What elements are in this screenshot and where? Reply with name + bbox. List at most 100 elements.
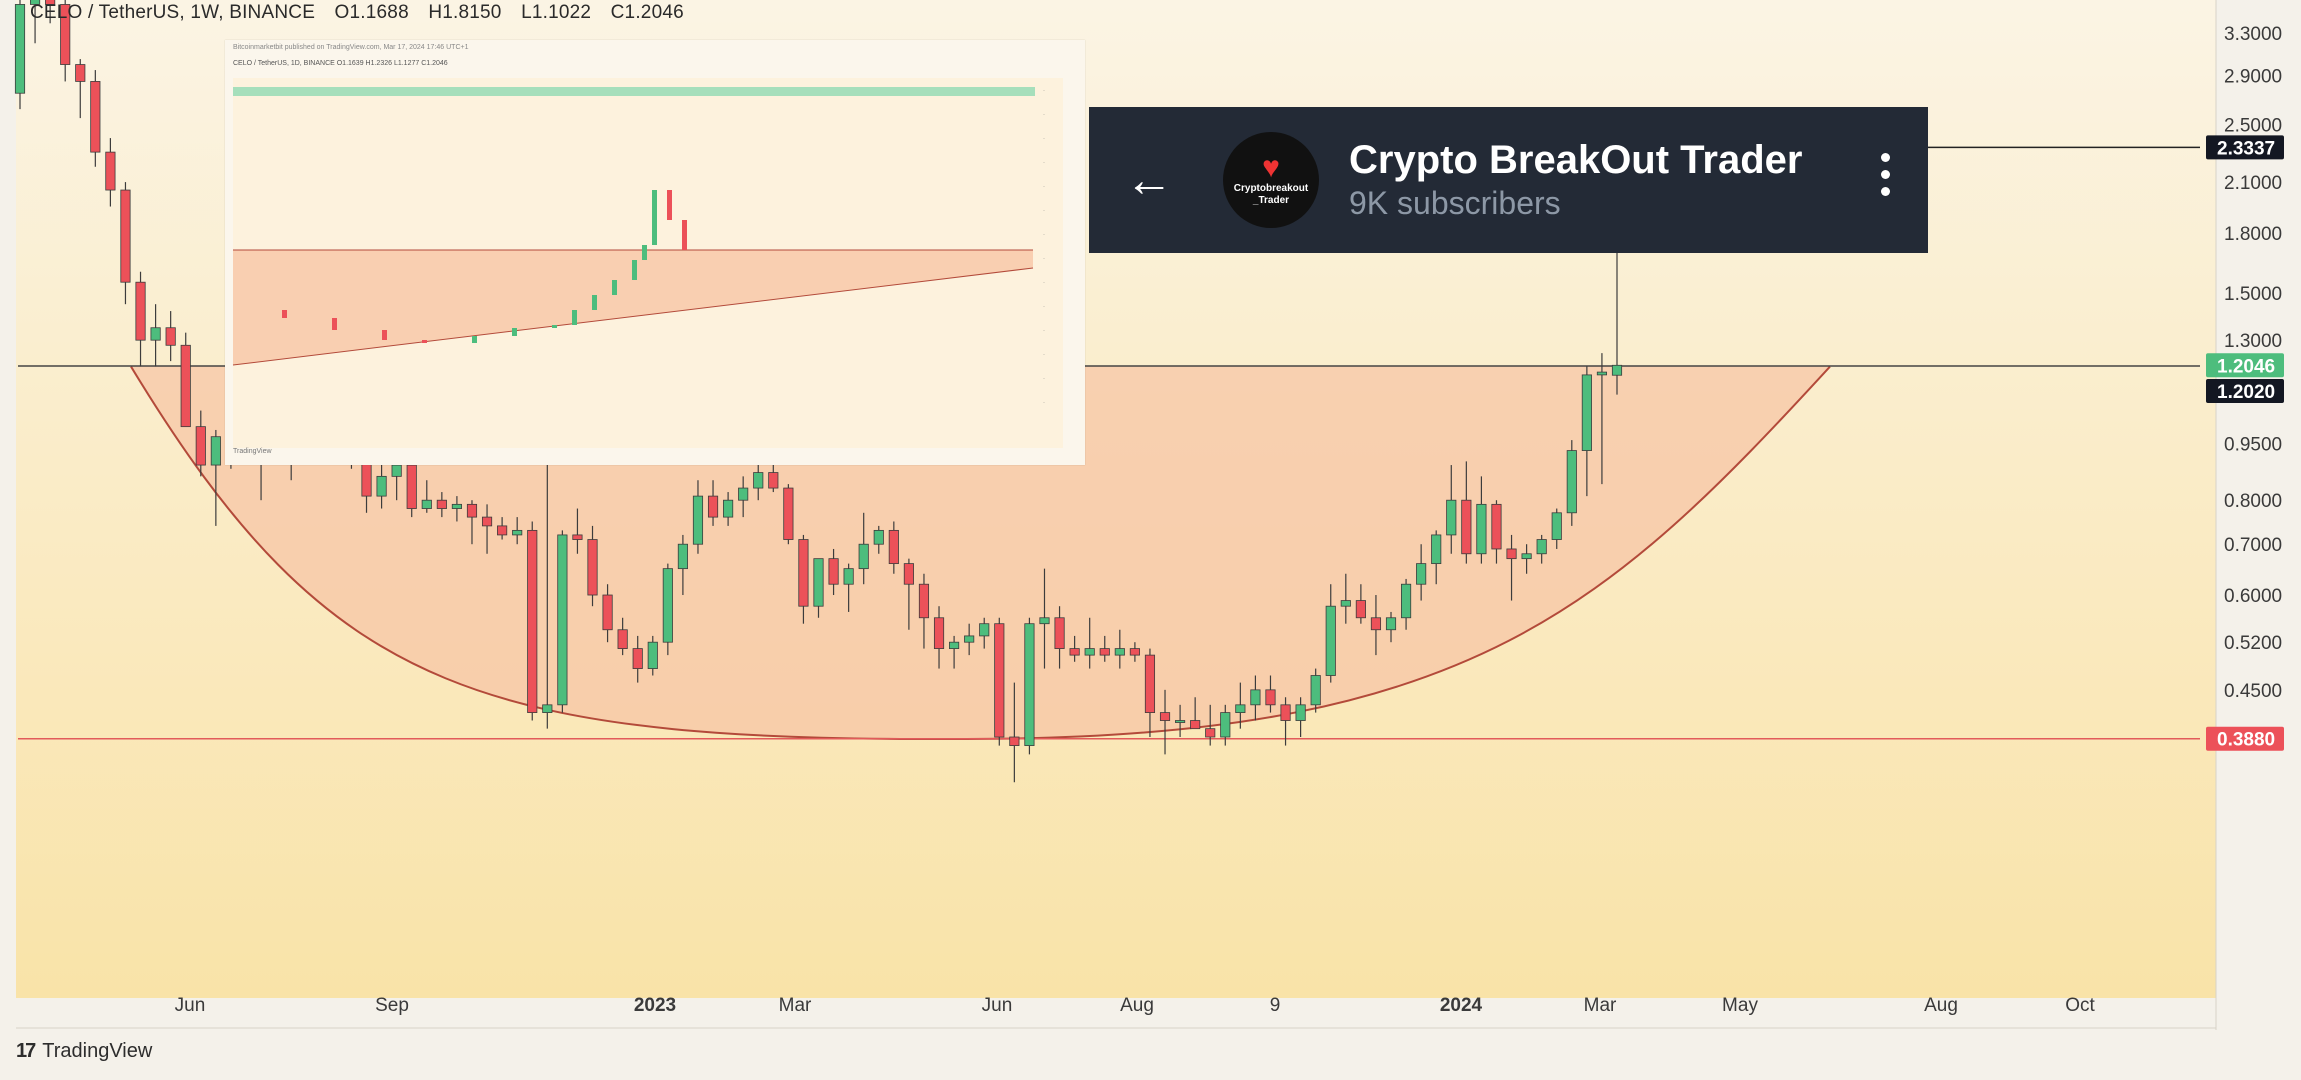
candle-body	[481, 516, 493, 527]
inset-y-tick: ·	[1043, 184, 1045, 190]
candle-body	[210, 436, 221, 466]
candle-body	[617, 629, 628, 649]
candle-body	[29, 0, 41, 5]
inset-candle	[652, 190, 657, 245]
candle-body	[135, 281, 146, 341]
inset-screenshot: · · · · · · · · · · · · · · Bitcoinmarketbit publishe…	[225, 40, 1085, 465]
candle-body	[557, 534, 568, 706]
candle-body	[421, 499, 432, 509]
inset-chart: · · · · · · · · · · · · · ·	[232, 78, 1063, 448]
candle-body	[1431, 534, 1442, 565]
inset-trendline	[232, 267, 1034, 366]
low-value: L1.1022	[521, 2, 592, 23]
candle-body	[180, 344, 191, 428]
candle-body	[768, 472, 779, 489]
x-tick-label: May	[1722, 995, 1758, 1016]
price-badge-bg	[2206, 726, 2284, 751]
candle-body	[60, 4, 71, 65]
candle-body	[602, 594, 613, 631]
subscriber-count: 9K subscribers	[1349, 185, 1561, 221]
candle-body	[451, 503, 462, 509]
tradingview-footer: 17 TradingView	[16, 1040, 152, 1063]
inset-y-tick: ·	[1043, 136, 1045, 142]
inset-resistance-zone	[233, 87, 1035, 96]
candle-body	[1355, 600, 1366, 619]
vertical-dots-icon[interactable]	[1881, 153, 1890, 196]
price-badge-bg	[2206, 353, 2284, 378]
candle-body	[994, 623, 1005, 738]
candle-body	[1235, 704, 1246, 713]
candle-body	[406, 464, 417, 509]
candle-body	[903, 563, 914, 585]
candle-body	[1385, 617, 1397, 631]
back-button[interactable]: ←	[1103, 153, 1195, 208]
inset-y-tick: ·	[1043, 352, 1045, 358]
y-tick-label: 3.3000	[2224, 24, 2282, 45]
inset-y-tick: ·	[1043, 376, 1045, 382]
inset-y-tick: ·	[1043, 160, 1045, 166]
channel-avatar[interactable]: ♥ Cryptobreakout _Trader	[1223, 132, 1319, 228]
candle-body	[1461, 499, 1472, 555]
inset-triangle-fill	[233, 250, 1033, 365]
channel-info[interactable]: Crypto BreakOut Trader 9K subscribers	[1349, 138, 1802, 222]
candle-body	[587, 539, 598, 596]
inset-candle	[512, 328, 517, 336]
price-badge-label: 2.3337	[2217, 138, 2275, 159]
x-tick-label: 2024	[1440, 995, 1483, 1016]
candle-body	[1039, 617, 1050, 625]
candle-body	[45, 0, 56, 5]
inset-candle	[642, 245, 647, 260]
candle-body	[753, 472, 764, 489]
inset-y-tick: ·	[1043, 112, 1045, 118]
candle-body	[798, 539, 809, 607]
candle-body	[1205, 728, 1216, 738]
x-tick-label: Jun	[982, 995, 1013, 1016]
inset-y-tick: ·	[1043, 280, 1045, 286]
candle-body	[873, 529, 884, 545]
candle-body	[647, 641, 658, 669]
price-badge-label: 0.3880	[2217, 730, 2275, 751]
y-tick-label: 1.5000	[2224, 284, 2282, 305]
candle-body	[1250, 689, 1261, 706]
candle-body	[195, 426, 206, 466]
candle-body	[1129, 648, 1140, 656]
candle-body	[964, 635, 975, 643]
y-tick-label: 0.8000	[2224, 491, 2282, 512]
inset-candle	[382, 330, 387, 340]
y-tick-label: 0.9500	[2224, 435, 2282, 456]
x-tick-label: Oct	[2065, 995, 2095, 1016]
inset-candle	[612, 280, 617, 295]
x-tick-label: Sep	[375, 995, 409, 1016]
candle-body	[1325, 605, 1336, 676]
x-tick-label: Mar	[779, 995, 812, 1016]
inset-brand-text: TradingView	[233, 448, 272, 455]
inset-y-tick: ·	[1043, 208, 1045, 214]
tradingview-brand: TradingView	[42, 1040, 153, 1062]
candle-body	[692, 495, 704, 545]
candle-body	[1476, 503, 1487, 555]
x-tick-label: Aug	[1120, 995, 1154, 1016]
candle-body	[1370, 617, 1382, 631]
inset-y-tick: ·	[1043, 304, 1045, 310]
candle-body	[723, 499, 734, 518]
x-tick-label: 9	[1270, 995, 1281, 1016]
inset-candle	[552, 325, 557, 328]
candle-body	[1175, 720, 1186, 723]
candle-body	[1551, 512, 1562, 540]
candle-body	[783, 487, 794, 540]
candle-body	[1536, 539, 1547, 555]
candle-body	[813, 558, 824, 607]
candle-body	[1009, 736, 1020, 746]
candle-body	[1446, 499, 1457, 536]
candle-body	[14, 4, 26, 94]
candle-body	[165, 327, 176, 346]
candle-body	[542, 704, 553, 713]
candle-body	[738, 487, 749, 501]
inset-candle	[422, 340, 427, 343]
high-value: H1.8150	[428, 2, 502, 23]
inset-y-tick: ·	[1043, 232, 1045, 238]
candle-body	[843, 568, 854, 585]
candle-body	[1416, 563, 1427, 585]
price-badge-bg	[2206, 379, 2284, 404]
